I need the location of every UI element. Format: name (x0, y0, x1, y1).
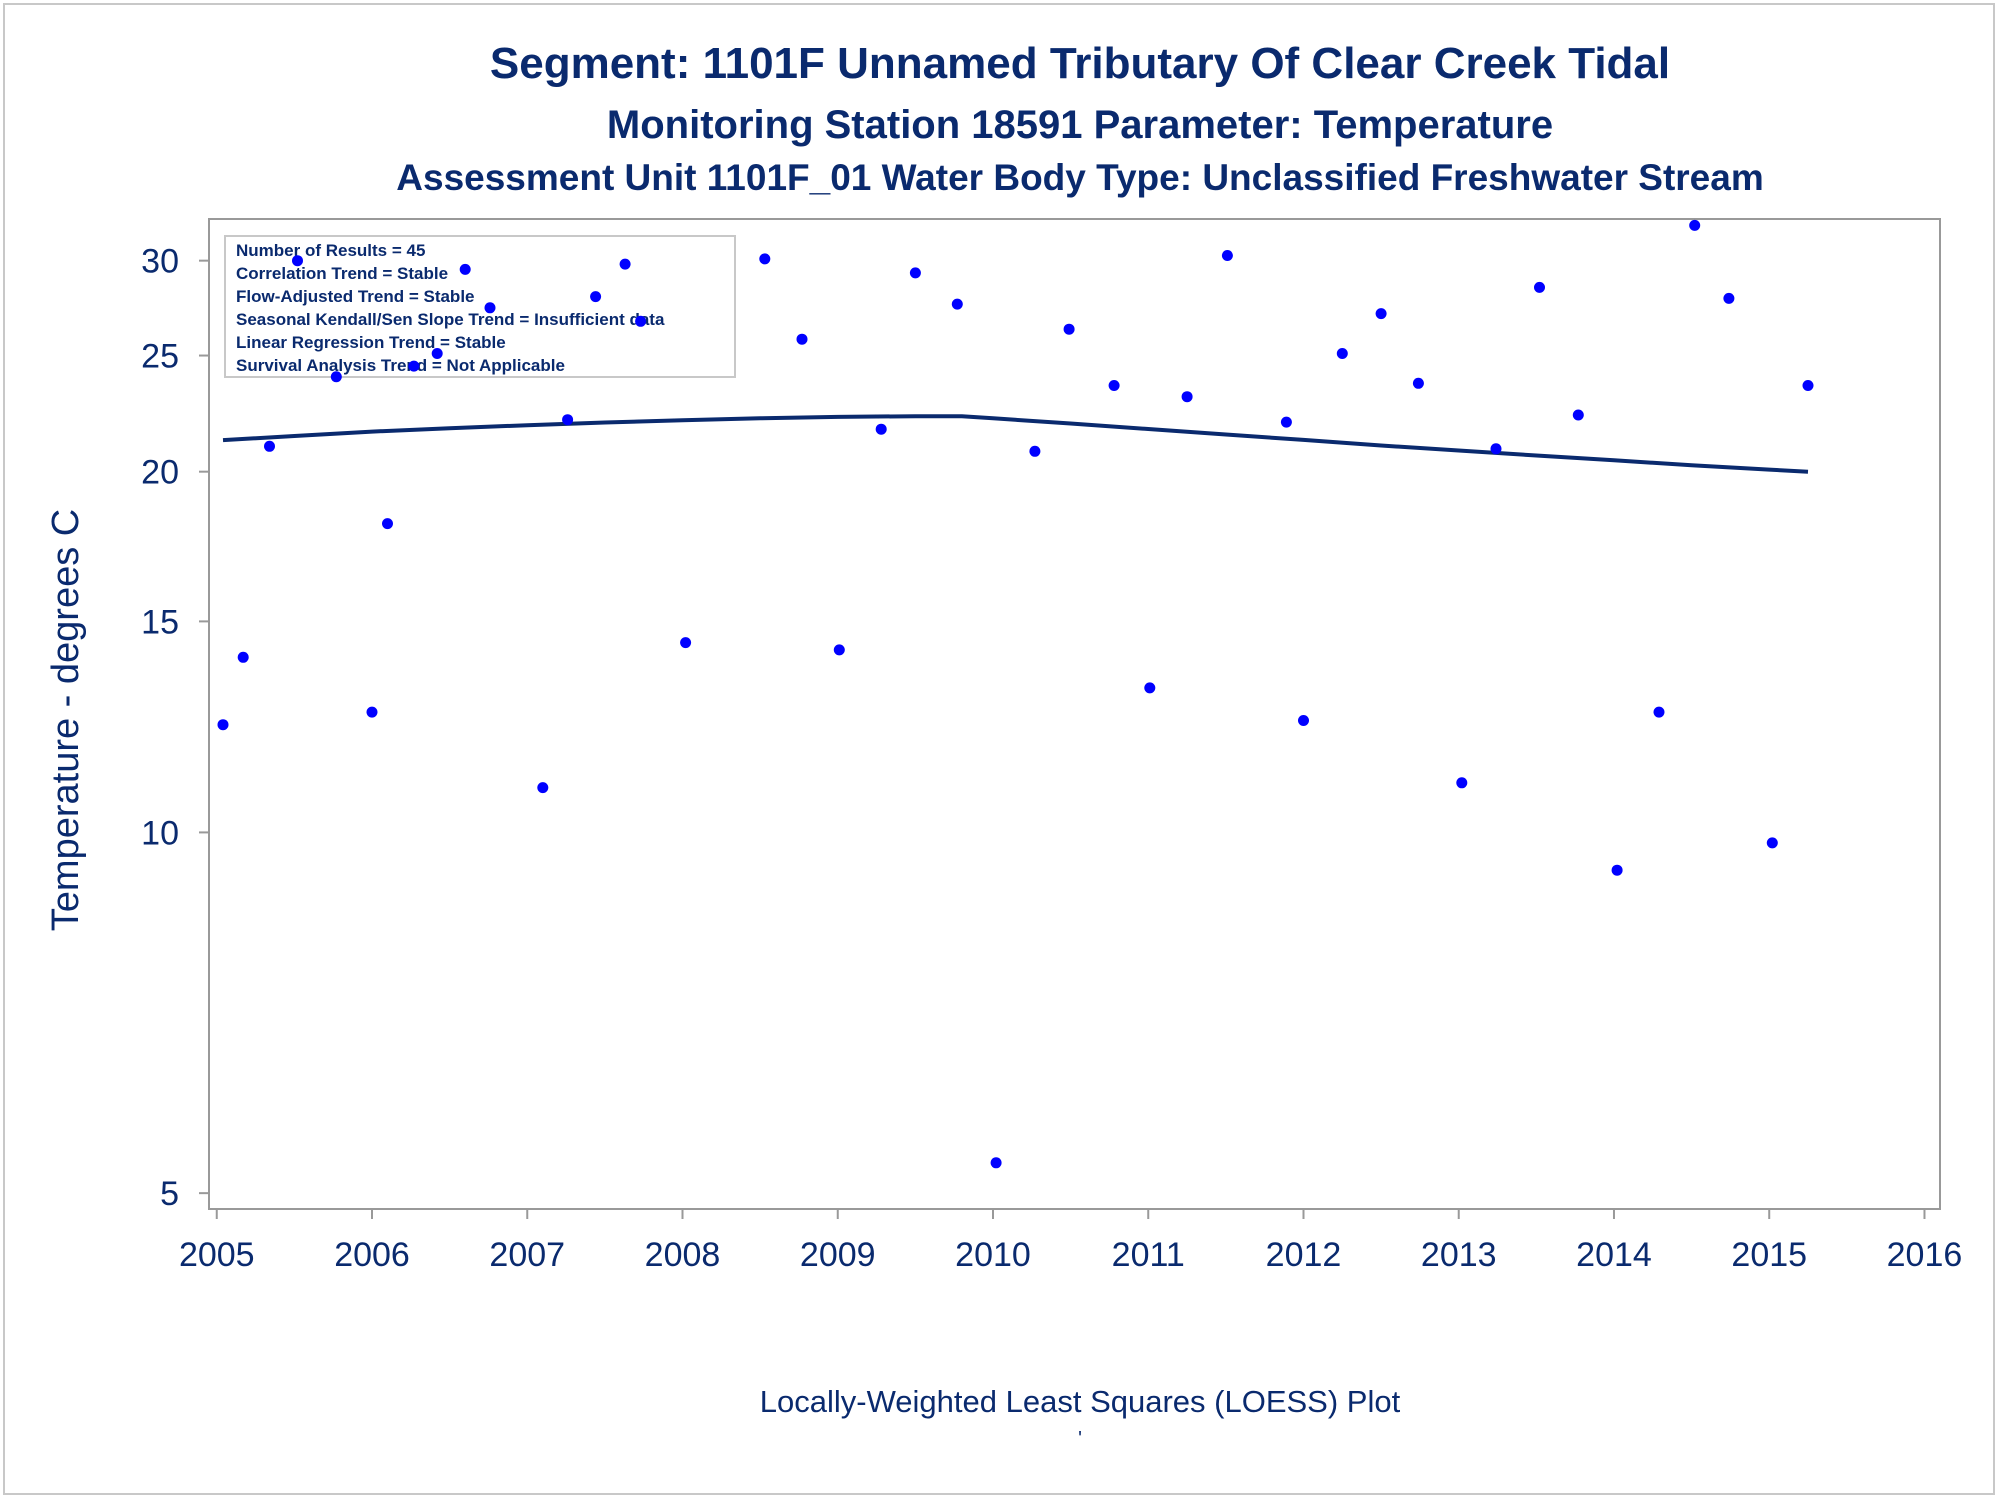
data-point (1144, 682, 1156, 694)
data-point (619, 258, 631, 270)
data-point (1063, 323, 1075, 335)
data-point (1221, 250, 1233, 261)
points-layer (217, 219, 1814, 1169)
chart-frame (3, 3, 1995, 1495)
data-point (431, 348, 443, 359)
chart-title: Segment: 1101F Unnamed Tributary Of Clea… (490, 39, 1670, 88)
data-point (1490, 443, 1502, 455)
chart-subtitle: Monitoring Station 18591 Parameter: Temp… (607, 103, 1553, 147)
data-point (680, 637, 692, 649)
x-tick-label: 2010 (955, 1236, 1031, 1274)
footnote-mark: ' (1078, 1428, 1082, 1450)
x-tick-label: 2014 (1576, 1236, 1652, 1274)
data-point (382, 518, 393, 530)
data-point (1611, 864, 1623, 876)
y-axis-label: Temperature - degrees C (45, 509, 87, 931)
x-tick-label: 2013 (1421, 1236, 1497, 1274)
data-point (330, 371, 342, 383)
x-tick-label: 2007 (489, 1236, 565, 1274)
data-point (1280, 416, 1292, 428)
data-point (1723, 292, 1735, 304)
x-axis-label: Locally-Weighted Least Squares (LOESS) P… (760, 1384, 1401, 1419)
data-point (796, 333, 808, 345)
data-point (264, 440, 275, 452)
x-axis: 2005 2006 2007 2008 2009 2010 2011 2012 2013 2014… (179, 1209, 1962, 1274)
data-point (1572, 409, 1584, 421)
data-point (635, 315, 647, 327)
y-tick-label: 30 (141, 243, 179, 281)
legend-line: Number of Results = 45 (236, 241, 425, 260)
data-point (408, 360, 420, 372)
loess-line (222, 414, 1809, 474)
data-point (909, 267, 921, 279)
chart-subtitle-2: Assessment Unit 1101F_01 Water Body Type… (396, 157, 1763, 198)
legend-line: Survival Analysis Trend = Not Applicable (236, 356, 565, 375)
data-point (1766, 837, 1778, 849)
legend-line: Seasonal Kendall/Sen Slope Trend = Insuf… (236, 310, 665, 329)
data-point (1336, 348, 1348, 359)
data-point (1412, 377, 1424, 389)
loess-layer (222, 414, 1809, 474)
data-point (833, 644, 845, 656)
data-point (1802, 380, 1814, 391)
data-point (366, 706, 378, 718)
data-point (459, 263, 471, 275)
y-tick-label: 5 (160, 1175, 179, 1213)
x-tick-label: 2005 (179, 1236, 255, 1274)
data-point (1653, 706, 1665, 718)
data-point (484, 302, 496, 314)
data-point (1298, 715, 1309, 726)
data-point (217, 719, 229, 731)
x-tick-label: 2016 (1887, 1236, 1963, 1274)
y-axis: 5 10 15 20 25 30 (141, 243, 209, 1213)
data-point (237, 651, 249, 663)
legend-line: Linear Regression Trend = Stable (236, 333, 506, 352)
data-point (1689, 219, 1701, 231)
data-point (1375, 308, 1387, 320)
data-point (1534, 281, 1545, 293)
data-point (1456, 777, 1468, 789)
data-point (990, 1157, 1002, 1169)
data-point (562, 414, 574, 426)
x-tick-label: 2011 (1112, 1236, 1185, 1274)
y-tick-label: 10 (141, 814, 179, 852)
y-tick-label: 25 (141, 338, 179, 376)
x-tick-label: 2009 (800, 1236, 876, 1274)
x-tick-label: 2015 (1731, 1236, 1807, 1274)
data-point (537, 782, 549, 794)
data-point (292, 255, 303, 267)
x-tick-label: 2008 (645, 1236, 721, 1274)
data-point (875, 423, 887, 435)
data-point (1181, 391, 1193, 403)
data-point (759, 253, 771, 265)
x-tick-label: 2012 (1266, 1236, 1342, 1274)
y-tick-label: 15 (141, 603, 179, 641)
plot-area (208, 218, 1941, 1210)
legend-line: Flow-Adjusted Trend = Stable (236, 287, 475, 306)
data-point (1108, 380, 1120, 391)
legend-line: Correlation Trend = Stable (236, 264, 448, 283)
data-point (951, 298, 963, 310)
legend-lines: Number of Results = 45 Correlation Trend … (236, 241, 665, 375)
data-point (1029, 445, 1041, 457)
y-tick-label: 20 (141, 454, 179, 492)
x-tick-label: 2006 (334, 1236, 410, 1274)
data-point (590, 291, 602, 303)
legend-box (224, 235, 736, 378)
